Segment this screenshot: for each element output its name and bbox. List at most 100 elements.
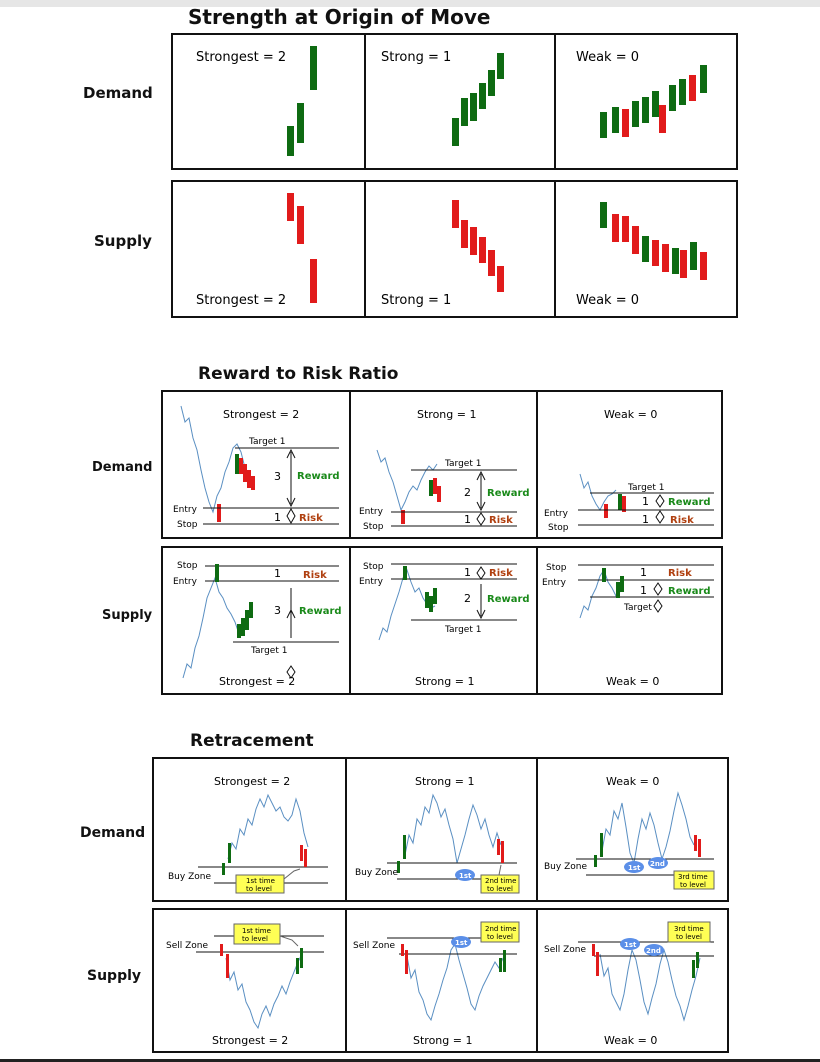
label-text: Entry <box>542 578 567 588</box>
red-candle <box>622 496 626 512</box>
label-text: Target 1 <box>250 646 287 656</box>
green-candle <box>249 602 253 618</box>
red-candle <box>437 486 441 502</box>
note-box <box>235 874 285 894</box>
strength-demand-strongest: Strongest = 2 <box>173 35 366 168</box>
cell-label: Strongest = 2 <box>196 293 286 308</box>
label-text: Risk <box>668 568 692 579</box>
green-candle <box>612 107 619 133</box>
double-arrow-icon <box>653 599 663 613</box>
retrace-supply-strong: Sell Zone 1st 2nd time to level Strong =… <box>347 910 538 1051</box>
price-line <box>227 793 309 860</box>
label-text: 1 <box>640 566 647 579</box>
label-text: 1 <box>464 513 471 526</box>
green-candle <box>461 98 468 126</box>
label-text: Entry <box>359 507 384 517</box>
label-text: Stop <box>177 561 198 571</box>
label-text: Target 1 <box>627 483 664 493</box>
diagram-canvas: Weak = 0 Buy Zone 1st 2nd 3rd time to le… <box>544 775 715 890</box>
red-candle <box>304 849 307 867</box>
green-candle <box>452 118 459 146</box>
label-text: Reward <box>668 586 711 597</box>
label-text: Entry <box>359 577 384 587</box>
label-text: 3 <box>274 470 281 483</box>
diagram-canvas: Sell Zone 1st 2nd 3rd time to level Weak… <box>544 921 714 1047</box>
green-candle <box>679 79 686 105</box>
label-text: Strong = 1 <box>415 775 474 788</box>
label-text: Strong = 1 <box>415 675 474 688</box>
label-text: Reward <box>487 488 530 499</box>
double-arrow-icon <box>476 566 486 580</box>
touch-badge <box>455 869 475 881</box>
label-text: Strongest = 2 <box>214 775 290 788</box>
label-text: Target 1 <box>248 437 285 447</box>
green-candle <box>600 833 603 857</box>
section-title-retracement: Retracement <box>190 731 314 751</box>
label-text: Strongest = 2 <box>212 1034 288 1047</box>
red-candle <box>662 244 669 272</box>
diagram-canvas: Strong = 1 Buy Zone 1st 2nd time to leve… <box>355 775 520 894</box>
label-text: Buy Zone <box>168 872 211 882</box>
diagram-canvas: Strongest = 2 Target 1 Entry Stop 3 Rewa… <box>173 405 340 530</box>
green-candle <box>594 855 597 867</box>
red-candle <box>452 200 459 228</box>
cell-label: Strong = 1 <box>381 293 451 308</box>
green-candle <box>215 564 219 582</box>
double-arrow-icon <box>476 512 486 526</box>
double-arrow-icon <box>286 507 296 525</box>
label-text: 1 <box>640 584 647 597</box>
green-candle <box>696 952 699 968</box>
label-text: Weak = 0 <box>604 408 657 421</box>
label-text: Entry <box>173 577 198 587</box>
label-text: Reward <box>297 471 340 482</box>
diagram-canvas: Strongest = 2 <box>196 193 317 308</box>
label-text: to level <box>487 933 513 941</box>
green-candle <box>237 624 241 638</box>
touch-badge <box>620 938 640 950</box>
double-arrow-icon <box>655 494 665 508</box>
red-candle <box>470 227 477 255</box>
price-line <box>376 449 438 512</box>
label-text: 1st time <box>242 927 271 935</box>
touch-badge <box>644 944 664 956</box>
strength-supply-strong: Strong = 1 <box>366 182 556 316</box>
strength-supply-weak: Weak = 0 <box>556 182 736 316</box>
label-text: Strong = 1 <box>417 408 476 421</box>
label-text: 3rd time <box>678 873 708 881</box>
label-text: to level <box>487 885 513 893</box>
green-candle <box>479 83 486 109</box>
section-title-strength: Strength at Origin of Move <box>188 5 491 29</box>
green-candle <box>642 236 649 262</box>
red-candle <box>479 237 486 263</box>
label-text: Weak = 0 <box>606 675 659 688</box>
touch-badge <box>451 936 471 948</box>
green-candle <box>310 46 317 90</box>
green-candle <box>300 948 303 968</box>
red-candle <box>405 950 408 974</box>
rr-supply-panel: Stop Entry Target 1 1 Risk 3 Reward Stro… <box>161 546 723 695</box>
red-candle <box>680 250 687 278</box>
label-text: 2nd time <box>485 877 516 885</box>
arrow <box>286 448 296 459</box>
rr-supply-strongest: Stop Entry Target 1 1 Risk 3 Reward Stro… <box>163 548 351 693</box>
red-candle <box>461 220 468 248</box>
red-candle <box>700 252 707 280</box>
price-line <box>225 953 303 1030</box>
label-text: 2nd <box>646 947 661 955</box>
label-text: Stop <box>546 563 567 573</box>
diagram-canvas: Strong = 1 <box>381 50 504 146</box>
label-text: 1st <box>455 939 468 947</box>
rr-supply-strong: Stop Entry Target 1 1 Risk 2 Reward Stro… <box>351 548 538 693</box>
green-candle <box>425 592 429 608</box>
row-label-supply: Supply <box>87 968 142 984</box>
retrace-supply-panel: Sell Zone 1st time to level Strongest = … <box>152 908 729 1053</box>
label-text: Risk <box>303 570 327 581</box>
diagram-canvas: Strongest = 2 Buy Zone 1st time to level <box>168 775 328 894</box>
label-text: Reward <box>487 594 530 605</box>
diagram-canvas: Sell Zone 1st time to level Strongest = … <box>166 923 324 1047</box>
green-candle <box>600 202 607 228</box>
arrow <box>286 608 296 619</box>
rr-demand-panel: Strongest = 2 Target 1 Entry Stop 3 Rewa… <box>161 390 723 539</box>
row-label-demand: Demand <box>83 84 153 102</box>
green-candle <box>616 582 620 598</box>
